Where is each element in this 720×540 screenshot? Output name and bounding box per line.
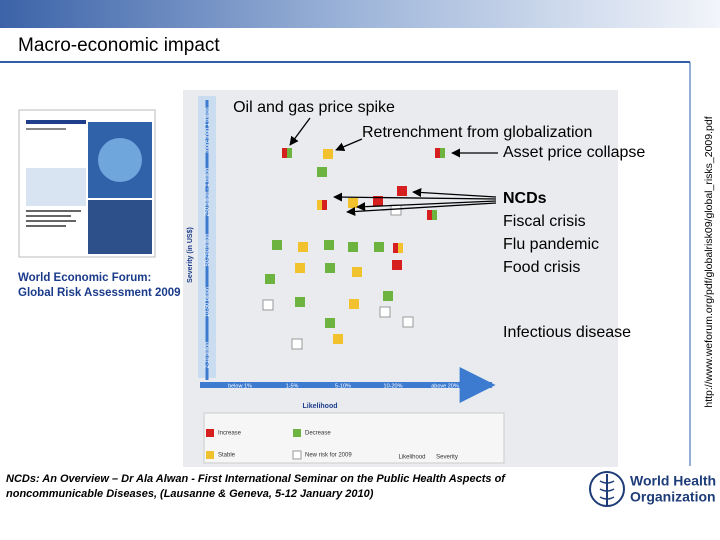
risk-square [291,338,303,350]
risk-square [295,263,305,273]
arrow [335,138,363,151]
report-cover [18,109,156,258]
citation-line: noncommunicable Diseases, (Lausanne & Ge… [6,488,374,500]
annotation: Oil and gas price spike [233,99,395,116]
risk-square [265,274,275,284]
annotation: Asset price collapse [503,144,645,161]
likelihood-level: 5-10% [335,383,351,389]
likelihood-level: 10-20% [384,383,403,389]
key-swatch [206,451,214,459]
risk-square [295,297,305,307]
logo-text: World Health [630,473,716,489]
who-logo: World Health Organization [589,471,716,507]
likelihood-level: 1-5% [286,383,299,389]
risk-square [325,263,335,273]
risk-square [349,299,359,309]
risk-square-half [287,148,292,158]
risk-square [324,240,334,250]
likelihood-level: above 20% [431,383,459,389]
key-swatch [206,429,214,437]
logo-text: Organization [630,489,716,505]
annotation: NCDs [503,190,547,207]
top-band [0,0,720,28]
severity-level: 2-10 billion [204,342,210,369]
arrow [412,187,497,198]
risk-square [325,318,335,328]
arrow [289,117,311,146]
risk-square [383,291,393,301]
risk-square [373,196,383,206]
arrow [356,200,497,212]
slide-title: Macro-economic impact [18,35,220,56]
severity-level: more than 1 trillion [204,107,210,152]
key-swatch [292,450,302,460]
risk-square [348,242,358,252]
arrow [346,202,497,217]
key-box [203,412,505,464]
annotation: Retrenchment from globalization [362,124,592,141]
figure-background [183,90,618,467]
key-label: Decrease [305,431,331,437]
risk-square [348,198,358,208]
risk-square-half [322,200,327,210]
risk-square [397,186,407,196]
risk-square [374,242,384,252]
key-swatch [293,429,301,437]
caption-line: Global Risk Assessment 2009 [18,287,181,299]
risk-square [298,242,308,252]
risk-square [392,260,402,270]
annotation: Flu pandemic [503,236,599,253]
risk-figure: Severity (in US$) Likelihood 2-10 billio… [183,90,618,467]
risk-square [333,334,343,344]
likelihood-level: below 1% [228,383,252,389]
risk-square [272,240,282,250]
risk-square [390,204,402,216]
risk-square [317,167,327,177]
risk-square [402,316,414,328]
risk-square-half [440,148,445,158]
annotations: Oil and gas price spike Retrenchment fro… [233,99,645,341]
annotation: Infectious disease [503,324,631,341]
key-label: Likelihood [398,455,425,461]
citation-line: NCDs: An Overview – Dr Ala Alwan - First… [6,473,506,485]
risk-square [379,306,391,318]
key-label: New risk for 2009 [305,453,352,459]
key-label: Severity [436,455,458,461]
risk-square [323,149,333,159]
risk-square-half [398,243,403,253]
key-label: Stable [218,453,236,459]
key-label: Increase [218,431,242,437]
annotation: Fiscal crisis [503,213,586,230]
severity-label: Severity (in US$) [187,227,194,283]
severity-level: 10-50 billion [204,287,210,317]
caption-line: World Economic Forum: [18,272,151,284]
annotation: Food crisis [503,259,580,276]
risk-square [262,299,274,311]
severity-level: 250 billion - 1 trillion [204,168,210,217]
likelihood-label: Likelihood [303,403,338,410]
severity-level: 50-250 billion [204,234,210,267]
risk-square-half [432,210,437,220]
arrow [333,192,497,202]
arrows [289,117,498,217]
risk-square [352,267,362,277]
source-url: http://www.weforum.org/pdf/globalrisk09/… [703,116,715,407]
